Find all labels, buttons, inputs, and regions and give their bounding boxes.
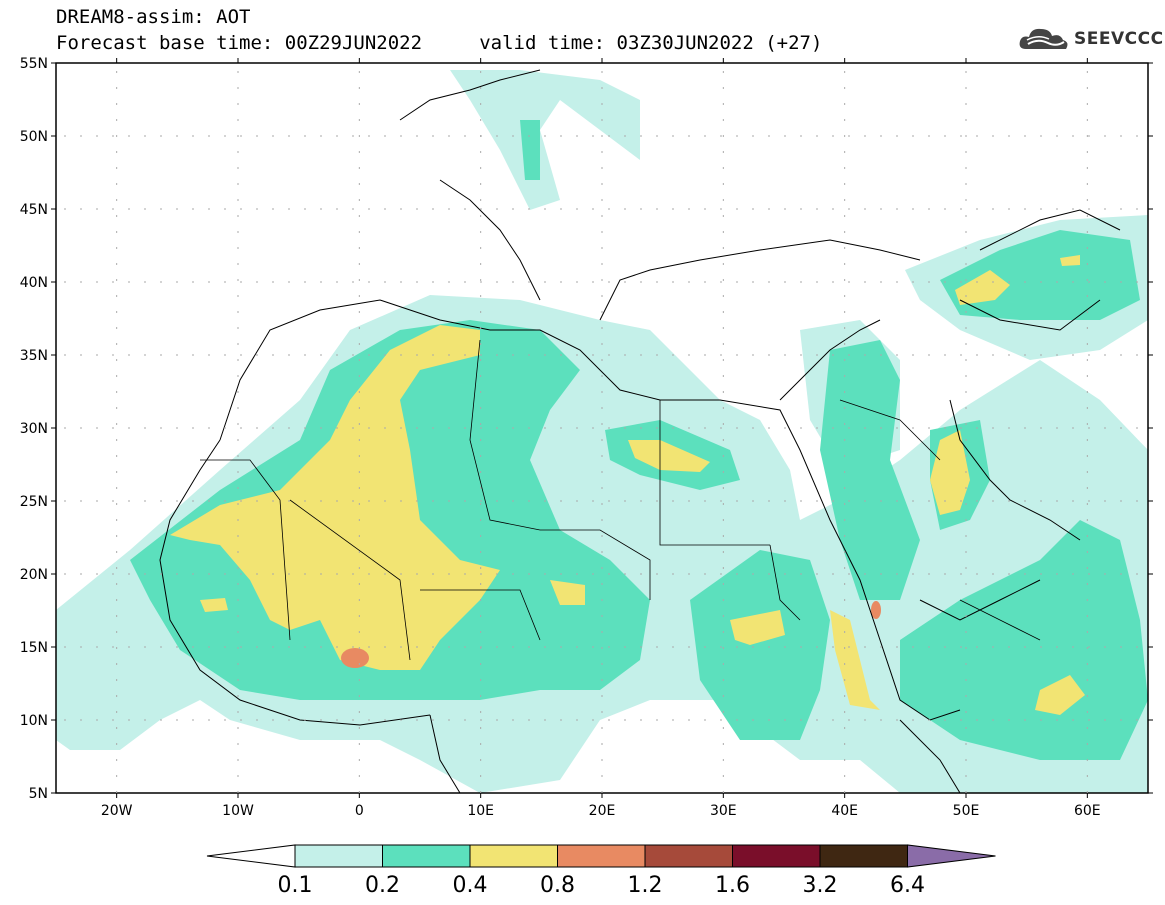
colorbar: 0.1 0.2 0.4 0.8 1.2 1.6 3.2 6.4 [206, 844, 996, 898]
lat-tick-label: 20N [20, 567, 48, 583]
lat-tick-label: 40N [20, 275, 48, 291]
colorbar-bin [644, 844, 733, 868]
brand-logo: SEEVCCC [1018, 24, 1164, 54]
lon-tick-label: 10E [467, 803, 494, 819]
coastlines [159, 69, 1121, 793]
aot-band-0.4 [170, 255, 1085, 715]
colorbar-label: 0.4 [453, 873, 488, 898]
lon-tick-label: 0 [355, 803, 364, 819]
country-borders [200, 339, 1041, 661]
colorbar-label: 3.2 [803, 873, 838, 898]
colorbar-bin [382, 844, 471, 868]
lat-tick-label: 10N [20, 713, 48, 729]
colorbar-bin [469, 844, 558, 868]
colorbar-label: 6.4 [890, 873, 925, 898]
lat-tick-label: 15N [20, 640, 48, 656]
aot-fields [56, 70, 1148, 793]
colorbar-label: 1.6 [715, 873, 750, 898]
longitude-ticks: 20W 10W 0 10E 20E 30E 40E 50E 60E [101, 58, 1101, 819]
lat-tick-label: 50N [20, 129, 48, 145]
colorbar-bin [294, 844, 383, 868]
lon-tick-label: 40E [831, 803, 858, 819]
lon-tick-label: 60E [1074, 803, 1101, 819]
lat-tick-label: 30N [20, 421, 48, 437]
lon-tick-label: 30E [710, 803, 737, 819]
colorbar-bin [732, 844, 821, 868]
cloud-logo-icon [1019, 28, 1068, 49]
colorbar-bin [819, 844, 908, 868]
colorbar-over-arrow [907, 844, 996, 868]
lon-tick-label: 50E [953, 803, 980, 819]
lat-tick-label: 25N [20, 494, 48, 510]
colorbar-bin [557, 844, 646, 868]
brand-name: SEEVCCC [1074, 29, 1164, 49]
colorbar-label: 0.1 [278, 873, 313, 898]
lat-tick-label: 45N [20, 202, 48, 218]
lon-tick-label: 10W [222, 803, 254, 819]
colorbar-label: 0.2 [365, 873, 400, 898]
colorbar-label: 0.8 [540, 873, 575, 898]
latitude-ticks: 55N 50N 45N 40N 35N 30N 25N 20N 15N 10N 5N [20, 56, 1153, 802]
colorbar-label: 1.2 [628, 873, 663, 898]
colorbar-under-arrow [206, 844, 296, 868]
lat-tick-label: 55N [20, 56, 48, 72]
lon-tick-label: 20E [589, 803, 616, 819]
lon-tick-label: 20W [101, 803, 133, 819]
lat-tick-label: 35N [20, 348, 48, 364]
lat-tick-label: 5N [29, 786, 48, 802]
aot-band-0.8 [341, 601, 881, 668]
forecast-times: Forecast base time: 00Z29JUN2022 valid t… [56, 32, 823, 54]
map-title: DREAM8-assim: AOT [56, 6, 251, 28]
